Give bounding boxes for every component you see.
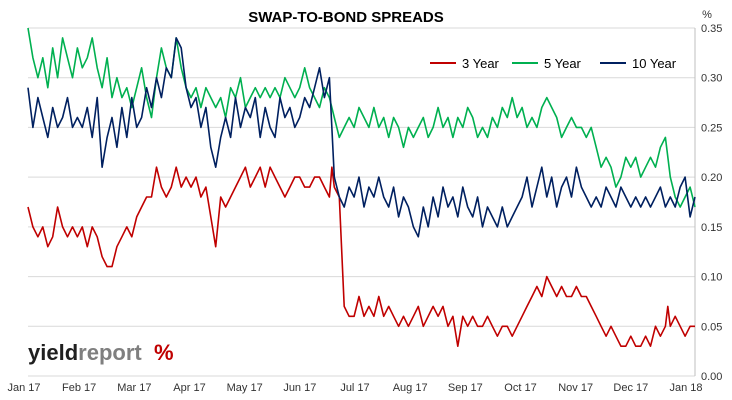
legend: 3 Year 5 Year 10 Year [430, 56, 677, 71]
svg-text:yieldreport: yieldreport [28, 340, 142, 365]
chart-title: SWAP-TO-BOND SPREADS [248, 9, 444, 26]
series-line-3-year [27, 166, 695, 347]
logo-percent-mark: % [154, 340, 174, 365]
y-tick-label: 0.35 [701, 23, 722, 35]
logo-text-report: report [78, 340, 142, 365]
x-tick-label: Sep 17 [448, 382, 483, 394]
x-tick-label: Jan 17 [7, 382, 40, 394]
logo-text-yield: yield [28, 340, 78, 365]
series-line-10-year [27, 37, 696, 238]
y-tick-label: 0.10 [701, 272, 722, 284]
x-tick-label: Oct 17 [504, 382, 536, 394]
legend-label: 3 Year [462, 56, 500, 71]
x-tick-label: Jun 17 [283, 382, 316, 394]
y-tick-label: 0.30 [701, 73, 722, 85]
series-line-5-year [27, 27, 696, 208]
x-tick-label: Apr 17 [173, 382, 205, 394]
y-tick-label: 0.00 [701, 371, 722, 383]
y-tick-label: 0.15 [701, 222, 722, 234]
y-axis-ticks: 0.00 0.05 0.10 0.15 0.20 0.25 0.30 0.35 [701, 23, 722, 383]
x-tick-label: Dec 17 [613, 382, 648, 394]
y-tick-label: 0.20 [701, 172, 722, 184]
x-tick-label: Nov 17 [558, 382, 593, 394]
x-tick-label: Jan 18 [669, 382, 702, 394]
x-axis-ticks: Jan 17 Feb 17 Mar 17 Apr 17 May 17 Jun 17 Jul … [7, 382, 702, 394]
y-tick-label: 0.25 [701, 122, 722, 134]
y-axis-unit-label: % [702, 9, 712, 21]
yieldreport-logo: yieldreport % [28, 340, 174, 365]
x-tick-label: Jul 17 [340, 382, 369, 394]
grid-lines [28, 27, 696, 377]
legend-label: 10 Year [632, 56, 677, 71]
x-tick-label: Mar 17 [117, 382, 151, 394]
legend-label: 5 Year [544, 56, 582, 71]
x-tick-label: May 17 [227, 382, 263, 394]
y-tick-label: 0.05 [701, 321, 722, 333]
series-lines [27, 27, 696, 347]
x-tick-label: Feb 17 [62, 382, 96, 394]
x-tick-label: Aug 17 [393, 382, 428, 394]
